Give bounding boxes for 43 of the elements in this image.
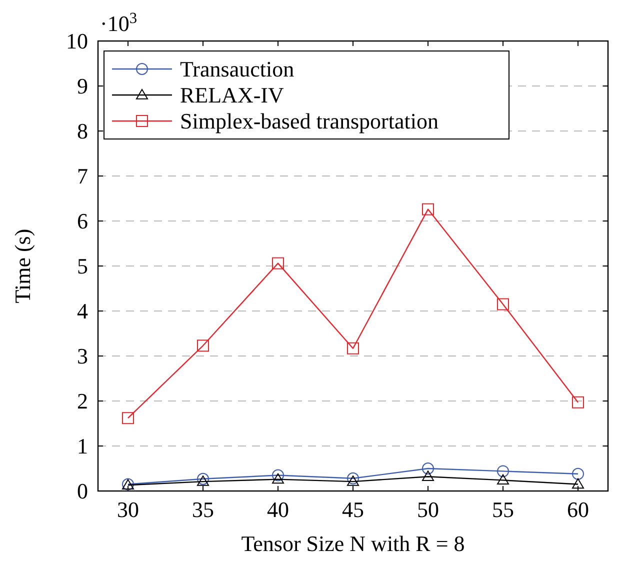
- y-tick-label: 4: [77, 298, 88, 324]
- x-tick-label: 60: [567, 497, 589, 522]
- point: [347, 472, 359, 484]
- y-tick-label: 0: [77, 478, 88, 504]
- y-tick-label: 7: [77, 164, 88, 189]
- legend-label: Simplex-based transportation: [180, 108, 438, 134]
- y-tick-label: 2: [77, 388, 88, 414]
- point: [497, 474, 509, 485]
- point: [422, 203, 434, 216]
- point: [422, 462, 434, 474]
- point: [197, 472, 209, 485]
- y-tick-label: 3: [77, 344, 88, 369]
- x-tick-label: 30: [117, 497, 139, 522]
- x-tick-label: 55: [492, 497, 514, 522]
- point: [272, 257, 284, 270]
- point: [347, 342, 359, 354]
- point: [572, 396, 584, 408]
- text: ·10$^{3}$: [100, 10, 138, 36]
- y-axis-title: Time (s): [10, 228, 35, 304]
- point: [572, 468, 584, 480]
- x-axis-title: Tensor Size N with R = 8: [241, 531, 465, 556]
- point: [122, 412, 134, 424]
- y-tick-label: 9: [77, 74, 88, 99]
- x-tick-label: 45: [342, 497, 364, 522]
- point: [272, 469, 284, 482]
- point: [497, 465, 509, 478]
- legend-label: Transauction: [180, 56, 294, 82]
- y-tick-label: 8: [77, 118, 88, 144]
- x-tick-label: 35: [192, 497, 214, 522]
- x-tick-label: 50: [417, 497, 439, 522]
- point: [422, 470, 434, 481]
- legend-label: RELAX-IV: [180, 82, 284, 108]
- y-tick-label: 5: [77, 254, 88, 279]
- x-tick-label: 40: [267, 497, 289, 522]
- point: [497, 298, 509, 310]
- point: [572, 478, 584, 489]
- y-tick-label: 1: [77, 434, 88, 459]
- point: [197, 476, 209, 486]
- point: [347, 476, 359, 486]
- point: [197, 340, 209, 352]
- point: [272, 473, 284, 484]
- y-tick-label: 10: [66, 28, 88, 54]
- y-tick-label: 6: [77, 208, 88, 234]
